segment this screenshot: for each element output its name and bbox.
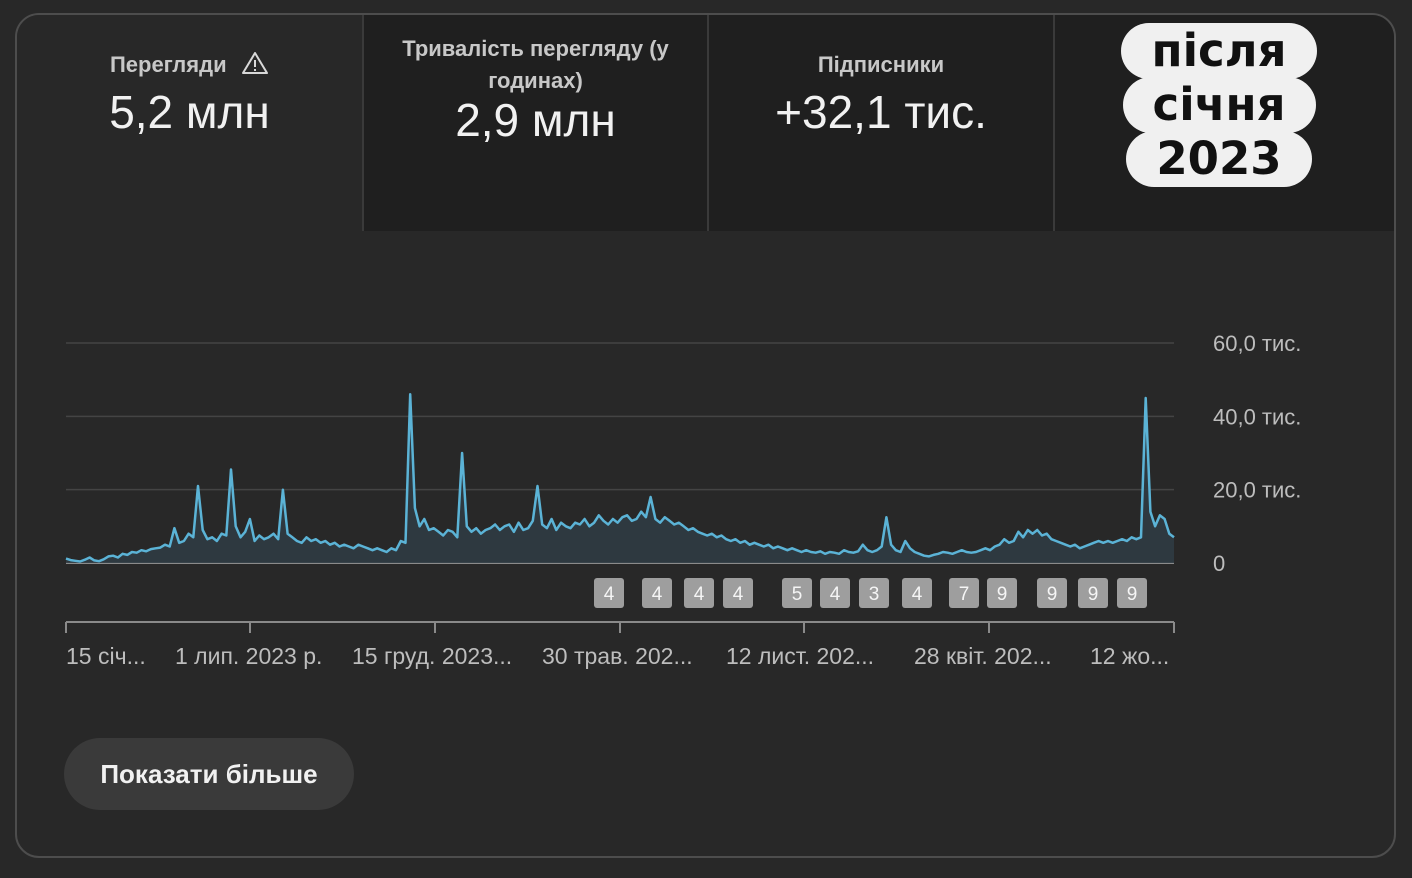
x-tick-label: 15 січ... bbox=[66, 643, 146, 669]
metric-subscribers-label: Підписники bbox=[817, 52, 945, 77]
y-tick-label: 20,0 тис. bbox=[1213, 478, 1301, 503]
y-tick-label: 40,0 тис. bbox=[1213, 404, 1301, 429]
marker-box bbox=[642, 578, 672, 608]
metric-views-label: Перегляди bbox=[109, 52, 227, 77]
metrics-row: Перегляди 5,2 млн Тривалість перегляду (… bbox=[17, 15, 1394, 231]
show-more-button[interactable]: Показати більше bbox=[64, 738, 354, 810]
marker-label: 3 bbox=[869, 584, 880, 605]
marker-box bbox=[1117, 578, 1147, 608]
marker-box bbox=[859, 578, 889, 608]
x-tick-label: 30 трав. 202... bbox=[542, 643, 693, 669]
views-line-chart[interactable]: 60,0 тис. 40,0 тис. 20,0 тис. 0 4 4 4 4 5 4 3 4 7 9 9 9… bbox=[17, 15, 1396, 715]
marker-label: 9 bbox=[997, 584, 1008, 605]
metric-views-value: 5,2 млн bbox=[109, 86, 270, 138]
marker-label: 5 bbox=[792, 584, 803, 605]
metric-views[interactable]: Перегляди 5,2 млн bbox=[17, 15, 362, 231]
x-tick-label: 12 лист. 202... bbox=[726, 643, 874, 669]
x-tick-label: 1 лип. 2023 р. bbox=[175, 643, 322, 669]
warning-icon[interactable] bbox=[241, 51, 269, 80]
period-badge: після січня 2023 bbox=[1121, 23, 1317, 187]
marker-label: 4 bbox=[733, 584, 744, 605]
period-badge-line3: 2023 bbox=[1126, 131, 1312, 187]
marker-box bbox=[1037, 578, 1067, 608]
marker-box bbox=[723, 578, 753, 608]
metric-watch-time-label-line2: годинах) bbox=[488, 68, 583, 93]
metric-watch-time-label-line1: Тривалість перегляду (у bbox=[402, 36, 669, 61]
marker-box bbox=[1078, 578, 1108, 608]
marker-box bbox=[594, 578, 624, 608]
marker-box bbox=[820, 578, 850, 608]
marker-label: 4 bbox=[694, 584, 705, 605]
metric-subscribers-value: +32,1 тис. bbox=[775, 86, 987, 138]
marker-box bbox=[949, 578, 979, 608]
series-line bbox=[65, 393, 1175, 563]
marker-label: 7 bbox=[959, 584, 970, 605]
marker-box bbox=[684, 578, 714, 608]
analytics-card: Перегляди 5,2 млн Тривалість перегляду (… bbox=[15, 13, 1396, 858]
period-badge-line1: після bbox=[1121, 23, 1317, 79]
x-tick-label: 12 жо... bbox=[1090, 643, 1169, 669]
y-tick-label: 0 bbox=[1213, 551, 1225, 576]
marker-label: 9 bbox=[1127, 584, 1138, 605]
marker-label: 9 bbox=[1088, 584, 1099, 605]
marker-label: 4 bbox=[652, 584, 663, 605]
marker-box bbox=[987, 578, 1017, 608]
marker-label: 4 bbox=[604, 584, 615, 605]
marker-box bbox=[902, 578, 932, 608]
metric-watch-time-value: 2,9 млн bbox=[455, 94, 616, 146]
marker-label: 4 bbox=[830, 584, 841, 605]
x-tick-label: 15 груд. 2023... bbox=[352, 643, 512, 669]
x-tick-label: 28 квіт. 202... bbox=[914, 643, 1052, 669]
marker-box bbox=[782, 578, 812, 608]
marker-label: 9 bbox=[1047, 584, 1058, 605]
period-badge-line2: січня bbox=[1122, 77, 1316, 133]
marker-label: 4 bbox=[912, 584, 923, 605]
y-tick-label: 60,0 тис. bbox=[1213, 331, 1301, 356]
series-area bbox=[66, 394, 1174, 563]
metric-subscribers[interactable]: Підписники +32,1 тис. bbox=[707, 15, 1053, 231]
metric-watch-time[interactable]: Тривалість перегляду (у годинах) 2,9 млн bbox=[362, 15, 707, 231]
